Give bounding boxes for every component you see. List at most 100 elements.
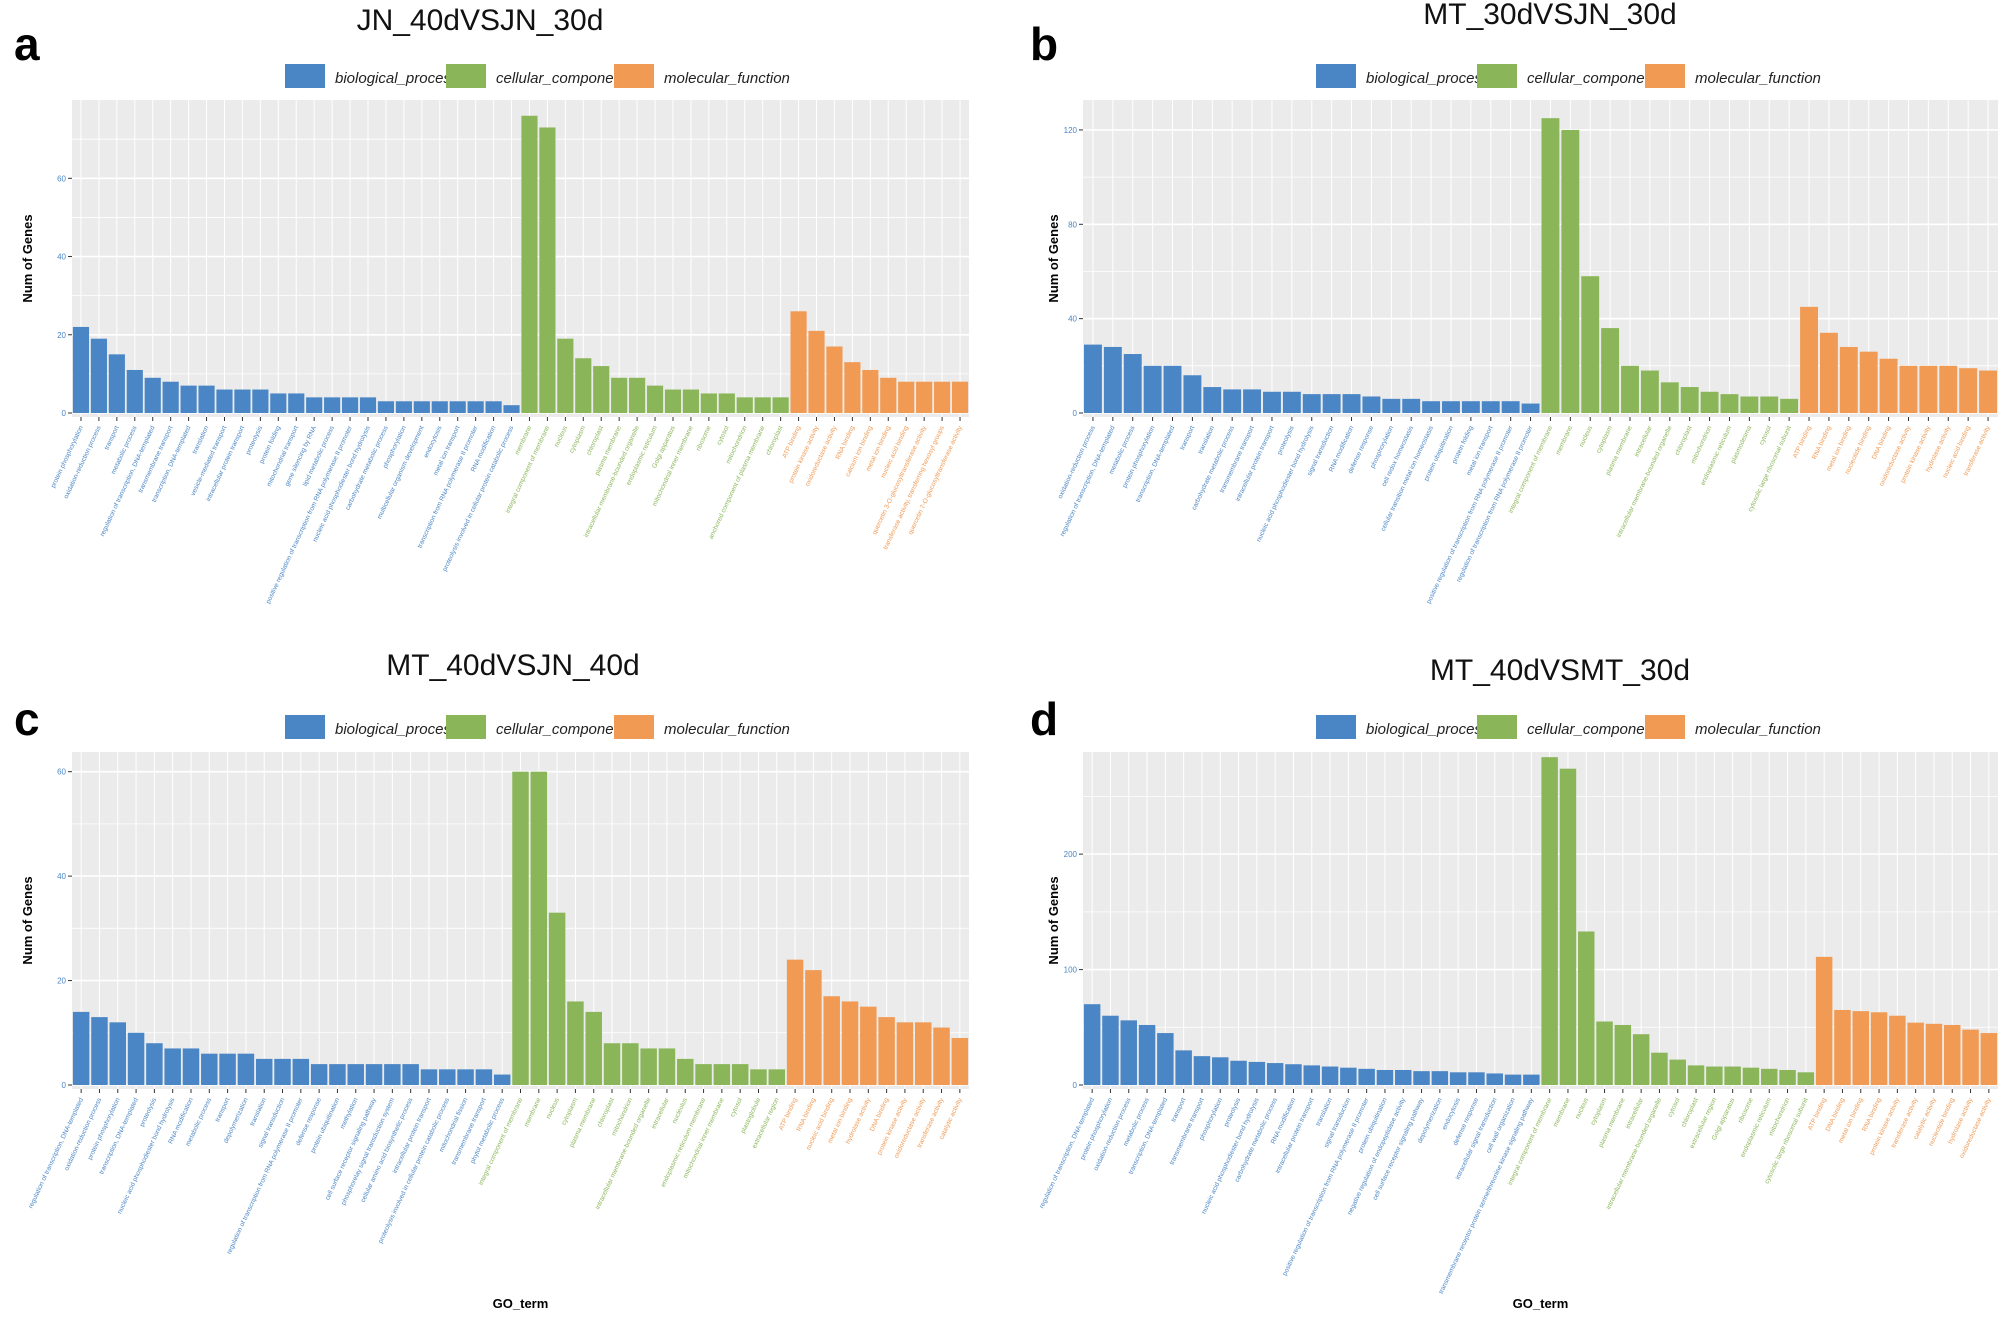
- bar: [1266, 1063, 1284, 1085]
- bar: [1700, 391, 1719, 413]
- legend-label-biological_process: biological_process: [1366, 721, 1490, 738]
- bar: [1800, 306, 1818, 413]
- legend-label-cellular_component: cellular_component: [496, 70, 627, 87]
- bar: [1504, 1074, 1522, 1085]
- bar: [731, 1064, 749, 1085]
- x-tick-label: ATP binding: [778, 1097, 799, 1132]
- bar: [413, 401, 430, 413]
- bar: [1183, 375, 1202, 413]
- bar: [1431, 1071, 1449, 1085]
- x-tick-label: positive regulation of transcription fro…: [1282, 1096, 1371, 1277]
- bar: [1621, 365, 1639, 413]
- x-tick-label: endocytosis: [1441, 1096, 1462, 1131]
- bar: [548, 912, 566, 1085]
- x-tick-label: ribosome: [695, 425, 713, 453]
- bar: [198, 385, 215, 413]
- bar: [593, 366, 610, 413]
- panel-letter: d: [1030, 693, 1058, 745]
- x-tick-label: positive regulation of transcription fro…: [265, 424, 354, 605]
- legend-label-molecular_function: molecular_function: [664, 721, 790, 738]
- chart-title: MT_30dVSJN_30d: [1423, 0, 1676, 31]
- bar: [1461, 401, 1480, 413]
- bar: [1376, 1069, 1394, 1085]
- bar: [951, 1038, 969, 1085]
- bar: [1102, 1015, 1119, 1085]
- bar: [1581, 276, 1600, 413]
- bar: [1442, 401, 1460, 413]
- bar: [1248, 1061, 1266, 1085]
- bar: [1243, 389, 1262, 413]
- legend-swatch-molecular_function: [1645, 64, 1685, 88]
- panel-letter: c: [14, 693, 40, 745]
- y-tick-label: 80: [1068, 220, 1077, 229]
- bar: [805, 970, 822, 1085]
- x-tick-label: membrane: [523, 1097, 543, 1128]
- x-tick-label: proteolysis: [245, 424, 265, 456]
- bar: [585, 1011, 602, 1085]
- panel-d: d MT_40dVSMT_30d biological_process cellula…: [1030, 654, 1998, 1311]
- y-axis-title: Num of Genes: [20, 214, 35, 302]
- legend-swatch-biological_process: [285, 715, 325, 739]
- x-tick-label: translation: [1315, 1097, 1334, 1127]
- bar: [575, 358, 592, 413]
- x-tick-label: translation: [249, 1097, 268, 1127]
- bar: [1944, 1024, 1961, 1085]
- bar: [933, 1027, 950, 1085]
- panel-b: b MT_30dVSJN_30d biological_process cellula…: [1030, 0, 1998, 605]
- legend-label-molecular_function: molecular_function: [1695, 70, 1821, 87]
- bar: [292, 1058, 310, 1085]
- bar: [365, 1064, 383, 1085]
- bar: [1742, 1067, 1760, 1085]
- x-tick-label: plasmodesma: [1730, 425, 1754, 465]
- bar: [274, 1058, 291, 1085]
- bar: [860, 1006, 877, 1085]
- bar: [1481, 401, 1500, 413]
- bar: [1760, 396, 1779, 413]
- bar: [449, 401, 466, 413]
- bar: [736, 397, 753, 413]
- x-tick-label: cytoplasm: [561, 1097, 580, 1126]
- x-tick-label: proteolysis: [1223, 1096, 1243, 1128]
- bar: [1979, 370, 1998, 413]
- bar: [557, 338, 574, 413]
- x-tick-label: nucleolus: [671, 1096, 689, 1125]
- bar: [90, 338, 107, 413]
- x-tick-label: oxidation-reduction process: [1057, 424, 1097, 500]
- bar: [1486, 1073, 1503, 1085]
- legend-swatch-biological_process: [1316, 715, 1356, 739]
- bar: [1163, 365, 1182, 413]
- x-tick-label: transport: [1179, 425, 1196, 451]
- chart-title: JN_40dVSJN_30d: [357, 4, 604, 37]
- bar: [521, 115, 538, 413]
- bar: [1382, 398, 1401, 413]
- x-tick-label: intracellular protein transport: [1274, 1097, 1315, 1175]
- bar: [880, 377, 897, 413]
- x-tick-label: chloroplast: [596, 1097, 616, 1129]
- x-tick-label: cytosol: [729, 1096, 744, 1118]
- bar: [1449, 1072, 1467, 1085]
- x-tick-label: chloroplast: [585, 425, 605, 457]
- bar: [1203, 387, 1222, 413]
- x-tick-label: mitochondrion: [1690, 425, 1714, 465]
- legend-swatch-molecular_function: [1645, 715, 1685, 739]
- bar: [1980, 1033, 1998, 1085]
- bar: [1780, 398, 1799, 413]
- bar: [485, 401, 502, 413]
- panel-a: a JN_40dVSJN_30d biological_process cellula…: [14, 4, 969, 605]
- bar: [1879, 358, 1898, 413]
- legend-swatch-molecular_function: [614, 64, 654, 88]
- bar: [1342, 394, 1361, 413]
- bar: [1601, 328, 1620, 413]
- bar: [1724, 1066, 1741, 1085]
- x-tick-label: intracellular: [1633, 424, 1654, 458]
- x-tick-label: membrane: [1555, 425, 1575, 456]
- bar: [1596, 1021, 1613, 1085]
- bar: [1362, 396, 1381, 413]
- bar: [1797, 1072, 1815, 1085]
- chart-title: MT_40dVSJN_40d: [386, 649, 639, 682]
- y-tick-label: 60: [57, 174, 66, 183]
- bar: [1687, 1065, 1705, 1085]
- bar: [951, 381, 969, 413]
- bar: [1907, 1022, 1924, 1085]
